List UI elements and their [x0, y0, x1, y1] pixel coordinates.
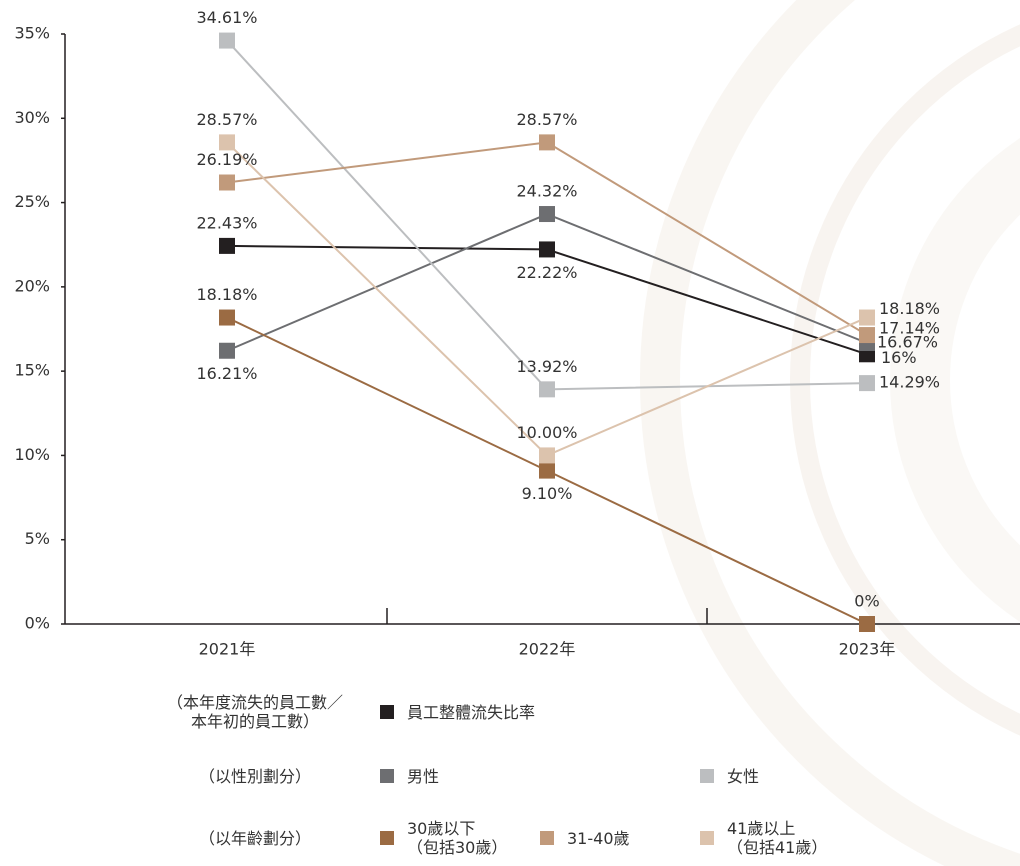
data-label: 18.18%: [879, 299, 940, 318]
legend-swatch: [700, 769, 714, 783]
x-tick-label: 2023年: [839, 640, 896, 659]
legend-label: 30歲以下 （包括30歲）: [407, 819, 508, 857]
series-line: [226, 212, 868, 352]
legend-label: 41歲以上 （包括41歲）: [727, 819, 828, 857]
point-marker: [859, 375, 875, 392]
point-marker: [539, 134, 555, 151]
point-marker: [219, 134, 235, 151]
y-tick-label: 25%: [14, 192, 50, 211]
legend-label: 男性: [407, 766, 440, 786]
data-label: 14.29%: [879, 373, 940, 392]
y-tick-label: 20%: [14, 276, 50, 295]
point-marker: [539, 462, 555, 479]
y-tick-label: 5%: [25, 529, 50, 548]
series-line: [226, 141, 868, 336]
legend-group-label: （本年度流失的員工數／ 本年初的員工數）: [166, 693, 343, 731]
legend-swatch: [540, 831, 554, 845]
background-decor: [640, 0, 1020, 866]
y-tick-label: 0%: [25, 614, 50, 633]
legend-swatch: [380, 831, 394, 845]
data-label: 0%: [854, 592, 879, 611]
point-marker: [219, 342, 235, 359]
data-label: 24.32%: [516, 182, 577, 201]
legend-label: 31-40歲: [567, 828, 630, 848]
y-tick-label: 10%: [14, 445, 50, 464]
data-label: 10.00%: [516, 423, 577, 442]
data-label: 26.19%: [196, 150, 257, 169]
point-marker: [219, 174, 235, 191]
data-label: 28.57%: [196, 110, 257, 129]
y-tick-label: 35%: [14, 24, 50, 43]
point-marker: [539, 447, 555, 464]
data-label: 22.22%: [516, 263, 577, 282]
y-tick-label: 15%: [14, 361, 50, 380]
data-label: 18.18%: [196, 285, 257, 304]
data-label: 28.57%: [516, 110, 577, 129]
legend-group-label: （以年齡劃分）: [198, 828, 311, 848]
data-label: 16%: [881, 348, 917, 367]
data-label: 16.67%: [877, 332, 938, 351]
legend-swatch: [700, 831, 714, 845]
legend-label: 員工整體流失比率: [407, 702, 536, 722]
x-tick-label: 2022年: [519, 640, 576, 659]
data-label: 34.61%: [196, 8, 257, 27]
point-marker: [219, 237, 235, 254]
data-label: 17.14%: [879, 319, 940, 338]
point-marker: [539, 381, 555, 398]
legend-group-label: （以性別劃分）: [198, 766, 311, 786]
point-marker: [539, 206, 555, 223]
data-label: 22.43%: [196, 213, 257, 232]
data-label: 13.92%: [516, 357, 577, 376]
point-marker: [859, 616, 875, 632]
legend-swatch: [380, 705, 394, 719]
point-marker: [539, 241, 555, 258]
point-marker: [859, 309, 875, 326]
data-label: 9.10%: [522, 484, 573, 503]
legend-label: 女性: [727, 766, 760, 786]
point-marker: [219, 309, 235, 326]
point-marker: [859, 327, 875, 344]
x-tick-label: 2021年: [199, 640, 256, 659]
y-tick-label: 30%: [14, 108, 50, 127]
legend-swatch: [380, 769, 394, 783]
point-marker: [219, 32, 235, 49]
data-label: 16.21%: [196, 364, 257, 383]
